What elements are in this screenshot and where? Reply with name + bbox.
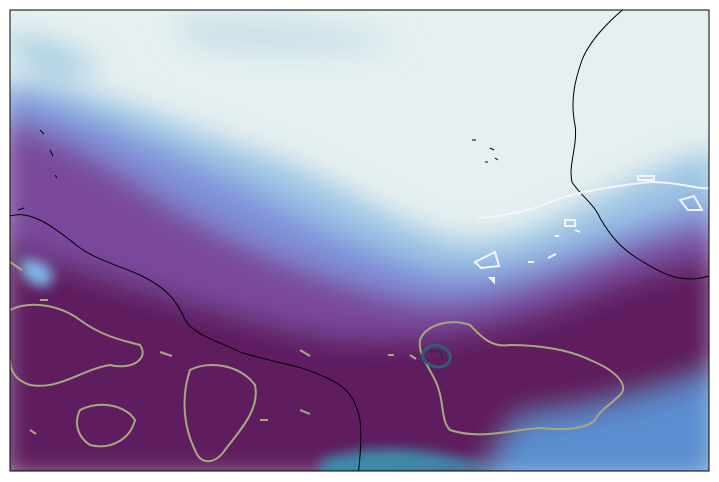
bright-patch xyxy=(20,259,500,471)
map-frame xyxy=(9,9,710,472)
white-contour xyxy=(473,175,709,285)
teal-contour xyxy=(420,343,452,369)
moisture-field xyxy=(10,17,709,471)
khaki-contour xyxy=(10,261,625,463)
coastline xyxy=(10,10,709,471)
